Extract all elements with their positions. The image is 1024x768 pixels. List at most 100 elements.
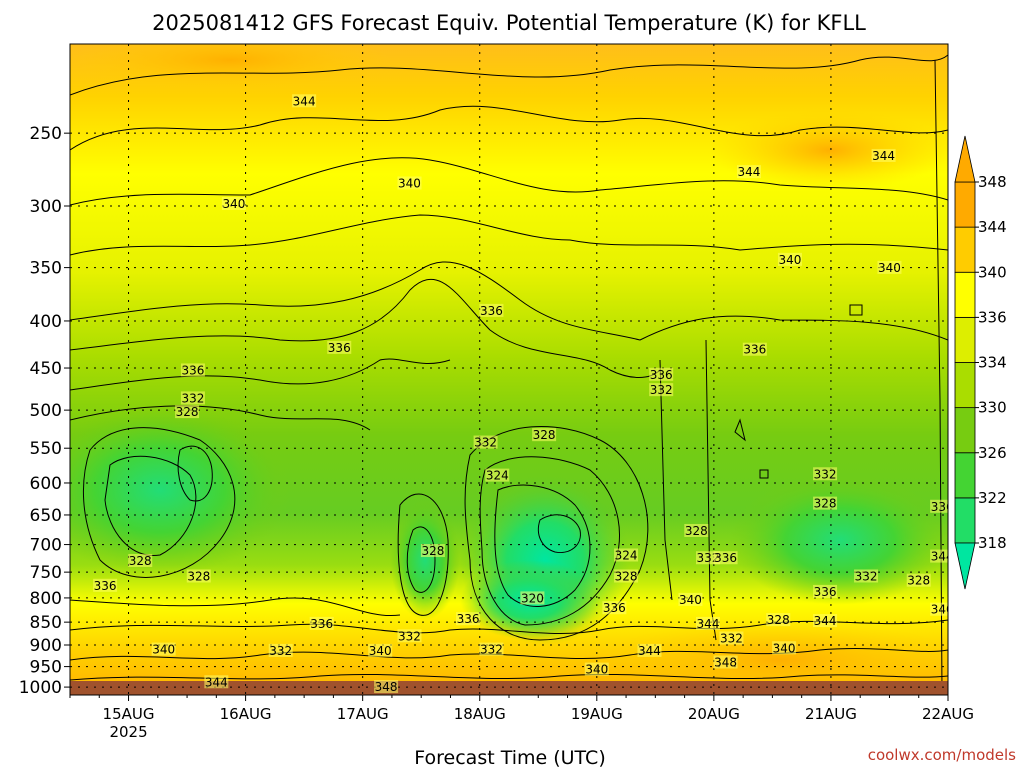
- surface-strip: [70, 681, 948, 695]
- contour-label: 340: [152, 643, 175, 657]
- x-tick-label: 18AUG: [454, 705, 506, 723]
- contour-label-halo: [777, 252, 802, 266]
- y-tick-label: 850: [30, 613, 62, 633]
- y-axis: 250 300 350 400 450 500 550 600 650 700 750 800 850 9…: [19, 124, 70, 698]
- x-tick-label: 15AUG: [103, 705, 155, 723]
- contour-label: 348: [375, 680, 398, 694]
- contour-label: 344: [293, 94, 316, 108]
- colorbar: 318 322 326 330 334 336 340 344 348: [954, 135, 1007, 590]
- contour-label-halo: [742, 342, 767, 356]
- contour-label-halo: [175, 405, 200, 419]
- contour-label: 332: [269, 644, 292, 658]
- contour-label: 344: [205, 675, 228, 689]
- y-tick-label: 900: [30, 636, 62, 656]
- contour-label-halo: [520, 591, 545, 605]
- field-blob-orange-topright: [710, 110, 948, 190]
- colorbar-segment: [954, 362, 976, 409]
- contour-label-halo: [180, 363, 205, 377]
- chart-title: 2025081412 GFS Forecast Equiv. Potential…: [152, 11, 866, 35]
- surface-ground: [70, 681, 948, 695]
- contour-label: 320: [521, 591, 544, 605]
- x-tick-label: 21AUG: [805, 705, 857, 723]
- contour-label: 328: [129, 554, 152, 568]
- contour-label-halo: [93, 578, 118, 592]
- source-credit: coolwx.com/models: [868, 746, 1016, 764]
- contour-label-halo: [456, 612, 481, 626]
- contour-label-halo: [736, 165, 761, 179]
- colorbar-segment: [954, 271, 976, 318]
- colorbar-segment: [954, 316, 976, 363]
- y-tick-label: 700: [30, 536, 62, 556]
- contour-label-halo: [772, 641, 797, 655]
- contour-label: 348: [714, 655, 737, 669]
- contour-label-halo: [854, 569, 879, 583]
- colorbar-tick-label: 344: [978, 218, 1007, 236]
- contour-label: 336: [603, 601, 626, 615]
- contour-label-halo: [532, 428, 557, 442]
- contour-label: 332: [720, 632, 743, 646]
- contour-label-halo: [473, 435, 498, 449]
- contour-label-halo: [397, 629, 422, 643]
- contour-label-halo: [930, 602, 948, 616]
- contour-label-halo: [368, 643, 393, 657]
- contour-label: 324: [486, 469, 509, 483]
- contour-label-halo: [871, 148, 896, 162]
- contour-label-halo: [479, 642, 504, 656]
- contour-label: 336: [457, 612, 480, 626]
- contour-label: 340: [222, 197, 245, 211]
- contour-label-halo: [813, 496, 838, 510]
- colorbar-tick-label: 318: [978, 534, 1007, 552]
- contour-label: 332: [474, 436, 497, 450]
- contour-label: 336: [94, 579, 117, 593]
- contour-label-halo: [309, 616, 334, 630]
- x-tick-label: 20AUG: [688, 705, 740, 723]
- contour-label-halo: [204, 675, 229, 689]
- contour-label-halo: [221, 197, 246, 211]
- field-blob-orange-bottom-right: [600, 620, 948, 695]
- colorbar-tick-label: 348: [978, 173, 1007, 191]
- colorbar-tick-label: 336: [978, 308, 1007, 326]
- contour-label-halo: [930, 549, 948, 563]
- contour-label-halo: [584, 662, 609, 676]
- contour-label: 328: [615, 569, 638, 583]
- y-tick-label: 250: [30, 124, 62, 144]
- contour-label: 336: [650, 368, 673, 382]
- contour-label: 336: [328, 341, 351, 355]
- contour-label-halo: [813, 584, 838, 598]
- x-tick-sublabel: 2025: [109, 723, 147, 741]
- contour-label-halo: [292, 94, 317, 108]
- contour-label: 328: [685, 524, 708, 538]
- contour-label-halo: [614, 548, 639, 562]
- field-blob-green-east: [730, 475, 948, 605]
- contour-label-halo: [602, 601, 627, 615]
- colorbar-tick-label: 334: [978, 354, 1007, 372]
- contour-label-halo: [614, 569, 639, 583]
- contour-label-halo: [649, 383, 674, 397]
- colorbar-top-arrow: [954, 135, 976, 183]
- y-tick-label: 500: [30, 401, 62, 421]
- contour-label-halo: [930, 499, 948, 513]
- contour-label: 340: [679, 593, 702, 607]
- contour-label: 332: [814, 467, 837, 481]
- contour-label-halo: [397, 176, 422, 190]
- contour-label-halo: [877, 260, 902, 274]
- contour-label-halo: [128, 553, 153, 567]
- contour-label: 332: [480, 643, 503, 657]
- colorbar-tick-label: 326: [978, 444, 1007, 462]
- y-tick-label: 650: [30, 506, 62, 526]
- colorbar-tick-label: 330: [978, 399, 1007, 417]
- contour-label-halo: [713, 551, 738, 565]
- contour-label: 344: [814, 614, 837, 628]
- contour-label-halo: [713, 655, 738, 669]
- contour-label: 332: [650, 383, 673, 397]
- contour-label: 336: [310, 617, 333, 631]
- colorbar-tick-label: 322: [978, 489, 1007, 507]
- contour-label: 336: [931, 500, 954, 514]
- x-tick-label: 16AUG: [220, 705, 272, 723]
- contour-label: 336: [714, 551, 737, 565]
- contour-label: 340: [773, 641, 796, 655]
- contour-label-halo: [637, 643, 662, 657]
- contour-label-halo: [684, 523, 709, 537]
- colorbar-bottom-arrow: [954, 542, 976, 590]
